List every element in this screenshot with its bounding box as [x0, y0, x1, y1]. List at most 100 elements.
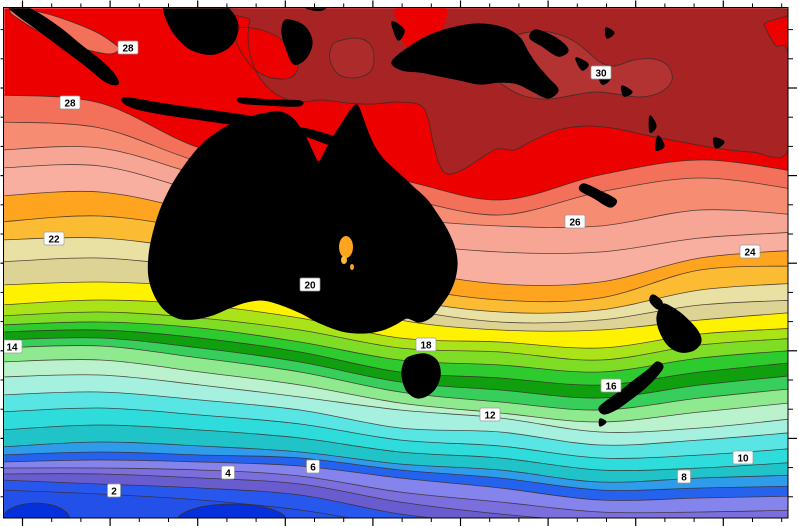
contour-label-value: 30 [595, 69, 607, 80]
landmass-fiji [712, 137, 725, 149]
contour-label-value: 24 [744, 248, 756, 259]
contour-label-box [4, 339, 23, 354]
contour-label-30: 30 [590, 65, 612, 80]
landmass-santa-cruz [604, 27, 615, 39]
contour-label-26: 26 [564, 214, 586, 229]
contour-label-value: 28 [64, 99, 76, 110]
makassar-red-tongue [235, 27, 299, 80]
landmass-moluccas-1 [391, 21, 405, 41]
contour-line-12 [4, 374, 788, 433]
landmass-new-britain [529, 29, 569, 57]
warm-core-30-west-contour [329, 37, 375, 79]
warm-pool-29-contour [216, 8, 788, 175]
landmass-borneo [163, 8, 239, 55]
contour-label-16: 16 [600, 378, 622, 393]
contour-label-box [600, 378, 622, 393]
contour-label-value: 6 [310, 463, 316, 474]
landmass-vanuatu-1 [648, 115, 657, 133]
contour-label-20: 20 [299, 277, 321, 292]
contour-label-value: 14 [6, 343, 18, 354]
contour-label-28: 28 [59, 95, 81, 110]
contour-line-15 [4, 337, 788, 399]
contour-label-value: 2 [111, 487, 117, 498]
contour-label-box [479, 407, 501, 422]
landmass-nz-northland-spur [649, 294, 663, 310]
contour-label-value: 4 [225, 469, 231, 480]
lake-frome [350, 264, 354, 270]
makassar-red-tongue-contour [234, 26, 299, 80]
landmass-sulawesi-south [281, 19, 313, 65]
cold-pool-2-west [4, 502, 71, 518]
contour-label-value: 12 [484, 411, 496, 422]
contour-line-8 [4, 441, 788, 483]
contour-line-4 [4, 473, 545, 518]
contour-label-box [564, 214, 586, 229]
landmass-new-caledonia [578, 183, 617, 208]
contour-line-7 [4, 451, 788, 491]
contour-line-9 [4, 424, 788, 471]
contour-label-14: 14 [4, 339, 23, 354]
contour-line-11 [4, 391, 788, 446]
contour-label-10: 10 [732, 450, 754, 465]
landmass-solomons-1 [575, 57, 589, 71]
contour-label-22: 22 [43, 231, 65, 246]
land-layer [8, 8, 725, 427]
contour-label-box [677, 469, 691, 484]
contour-label-box [739, 244, 761, 259]
contour-label-box [299, 277, 321, 292]
contour-label-value: 28 [122, 44, 134, 55]
contour-line-6 [4, 459, 788, 501]
contour-label-box [732, 450, 754, 465]
contour-line-5 [4, 467, 788, 514]
contour-label-4: 4 [221, 465, 235, 480]
contour-label-value: 26 [569, 218, 581, 229]
landmass-new-guinea [391, 23, 559, 99]
contour-label-box [590, 65, 612, 80]
contour-labels: 28 28 30 26 24 22 20 18 16 14 12 10 8 6 4 2 [4, 40, 761, 498]
landmass-solomons-3 [620, 85, 633, 97]
contour-label-value: 10 [737, 454, 749, 465]
landmass-nz-north-island [656, 303, 702, 353]
lake-eyre [339, 236, 353, 258]
contour-label-18: 18 [415, 337, 437, 352]
contour-label-box [43, 231, 65, 246]
landmass-nz-south-island [598, 361, 664, 415]
contour-line-16 [4, 329, 788, 386]
contour-label-24: 24 [739, 244, 761, 259]
contour-label-box [306, 459, 320, 474]
landmass-flores-chain [236, 97, 304, 107]
contour-label-value: 16 [605, 382, 617, 393]
warm-core-30-east-contour [487, 30, 673, 100]
java-sea-pocket-28-contour [9, 8, 120, 55]
lake-torrens [341, 256, 347, 264]
contour-label-value: 22 [48, 235, 60, 246]
contour-line-19 [4, 299, 788, 349]
warm-core-30-west [329, 37, 374, 79]
contour-line-3 [4, 479, 434, 518]
contour-line-13 [4, 359, 788, 423]
landmass-australia [147, 104, 458, 334]
contour-line-10 [4, 407, 788, 459]
landmass-sulawesi [305, 8, 327, 12]
landmass-tasmania [401, 353, 441, 399]
contour-label-value: 18 [420, 341, 432, 352]
contour-label-box [107, 483, 121, 498]
landmass-sumatra [8, 8, 119, 86]
contour-label-2: 2 [107, 483, 121, 498]
contour-line-14 [4, 345, 788, 411]
contour-label-value: 8 [681, 473, 687, 484]
contour-label-28: 28 [117, 40, 139, 55]
contour-label-value: 20 [304, 281, 316, 292]
contour-label-12: 12 [479, 407, 501, 422]
landmass-vanuatu-2 [655, 135, 665, 152]
contour-line-2 [4, 489, 351, 518]
contour-label-box [415, 337, 437, 352]
contour-label-box [117, 40, 139, 55]
contour-label-box [59, 95, 81, 110]
contour-label-8: 8 [677, 469, 691, 484]
contour-line-18 [4, 311, 788, 361]
